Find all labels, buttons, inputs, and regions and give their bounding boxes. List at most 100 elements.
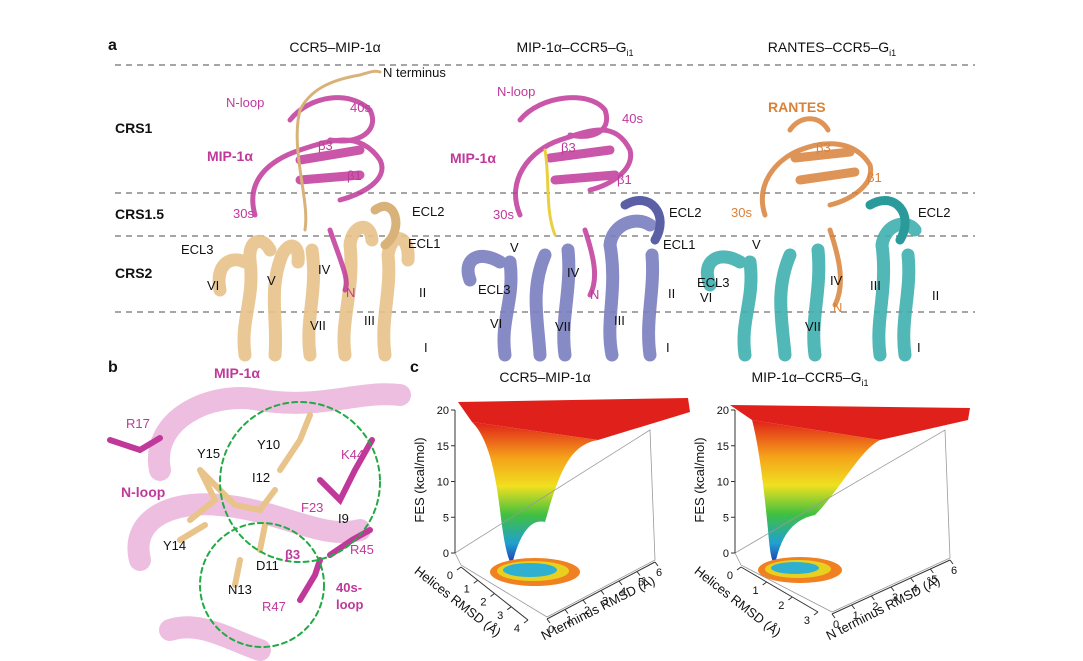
y-tick xyxy=(546,618,551,624)
structure-label: IV xyxy=(318,262,331,277)
x-tick xyxy=(762,581,767,586)
y-tick-label: 6 xyxy=(951,565,957,577)
structure-3 xyxy=(700,116,922,362)
structure-label: ECL3 xyxy=(478,282,511,297)
y-tick-label: 2 xyxy=(872,601,878,613)
structure-1 xyxy=(212,69,415,362)
residue-label: R47 xyxy=(262,599,286,614)
z-tick-label: 10 xyxy=(437,477,449,489)
structure-label: N xyxy=(833,300,842,315)
y-tick-label: 6 xyxy=(656,567,662,579)
y-tick xyxy=(564,609,569,614)
structure-label: I xyxy=(917,340,921,355)
residue-label: 40s- xyxy=(336,580,362,595)
residue-label: Y14 xyxy=(163,538,186,553)
structure-label: ECL1 xyxy=(663,237,696,252)
row-label: CRS2 xyxy=(115,265,153,281)
x-tick xyxy=(506,606,512,611)
residue-label: I12 xyxy=(252,470,270,485)
structure-label: β1 xyxy=(617,172,632,187)
x-tick-label: 3 xyxy=(804,615,810,627)
x-tick xyxy=(736,566,742,571)
structure-label: MIP-1α xyxy=(450,150,496,166)
z-tick-label: 15 xyxy=(717,441,729,453)
z-axis-label: FES (kcal/mol) xyxy=(692,437,707,522)
y-tick xyxy=(582,599,587,605)
x-tick xyxy=(490,593,495,597)
residue-label: β3 xyxy=(285,547,300,562)
residue-label: N-loop xyxy=(121,484,165,500)
residue-label: Y15 xyxy=(197,446,220,461)
structure-label: ECL2 xyxy=(669,205,702,220)
structure-label: V xyxy=(752,237,761,252)
x-tick-label: 2 xyxy=(778,600,784,612)
z-tick-label: 5 xyxy=(723,512,729,524)
y-tick-label: 2 xyxy=(584,605,590,617)
y-tick xyxy=(618,580,623,586)
structure-label: II xyxy=(419,285,426,300)
fes-surface-2 xyxy=(730,405,970,613)
structure-label: IV xyxy=(830,273,843,288)
x-tick-label: 3 xyxy=(497,610,503,622)
residue-label: R17 xyxy=(126,416,150,431)
y-tick-label: 5 xyxy=(931,574,937,586)
structure-label: I xyxy=(666,340,670,355)
structure-label: VII xyxy=(555,319,571,334)
structure-title: RANTES–CCR5–Gi1 xyxy=(768,39,896,58)
x-tick xyxy=(456,566,462,571)
structure-label: IV xyxy=(567,265,580,280)
z-tick-label: 20 xyxy=(717,405,729,417)
structure-label: 40s xyxy=(622,111,643,126)
structure-label: II xyxy=(668,286,675,301)
plot-title: CCR5–MIP-1α xyxy=(499,369,590,385)
panel-label: b xyxy=(108,359,118,376)
y-tick xyxy=(870,595,875,601)
x-tick-label: 1 xyxy=(464,583,470,595)
y-tick xyxy=(831,613,836,619)
z-axis-label: FES (kcal/mol) xyxy=(412,437,427,522)
structure-label: V xyxy=(267,273,276,288)
structure-label: ECL2 xyxy=(918,205,951,220)
panel-b-structure xyxy=(107,383,411,661)
residue-label: D11 xyxy=(256,558,279,573)
x-tick-label: 2 xyxy=(480,597,486,609)
structure-label: β3 xyxy=(561,140,576,155)
x-tick xyxy=(523,619,529,624)
residue-label: MIP-1α xyxy=(214,365,260,381)
residue-label: F23 xyxy=(301,500,323,515)
structure-label: III xyxy=(614,313,625,328)
x-axis-label: Helices RMSD (Å) xyxy=(412,563,504,640)
structure-label: N xyxy=(346,285,355,300)
structure-label: ECL3 xyxy=(181,242,214,257)
z-tick-label: 15 xyxy=(437,441,449,453)
structure-label: VI xyxy=(207,278,219,293)
row-label: CRS1 xyxy=(115,120,153,136)
structure-label: II xyxy=(932,288,939,303)
residue-label: loop xyxy=(336,597,363,612)
y-tick-label: 1 xyxy=(566,615,572,627)
structure-label: III xyxy=(364,313,375,328)
z-tick-label: 0 xyxy=(443,548,449,560)
y-tick-label: 3 xyxy=(892,592,898,604)
plot-title: MIP-1α–CCR5–Gi1 xyxy=(751,369,868,388)
residue-label: I9 xyxy=(338,511,349,526)
structure-label: VI xyxy=(700,290,712,305)
structure-label: N terminus xyxy=(383,65,446,80)
structure-title: CCR5–MIP-1α xyxy=(289,39,380,55)
structure-label: N xyxy=(590,287,599,302)
structure-label: 30s xyxy=(493,207,514,222)
y-tick xyxy=(890,586,895,592)
structure-label: β1 xyxy=(347,168,362,183)
y-tick-label: 3 xyxy=(602,596,608,608)
x-tick xyxy=(788,596,793,601)
structure-2 xyxy=(461,95,665,362)
residue-label: Y10 xyxy=(257,437,280,452)
structure-label: VII xyxy=(805,319,821,334)
structure-label: III xyxy=(870,278,881,293)
x-tick-label: 0 xyxy=(447,570,453,582)
row-label: CRS1.5 xyxy=(115,206,164,222)
panel-label: c xyxy=(410,359,419,376)
panel-b-labels: MIP-1α R17 Y15 Y10 K44 I12 N-loop F23 I9 Y14 D11 β3… xyxy=(121,365,374,614)
y-tick xyxy=(929,568,934,574)
